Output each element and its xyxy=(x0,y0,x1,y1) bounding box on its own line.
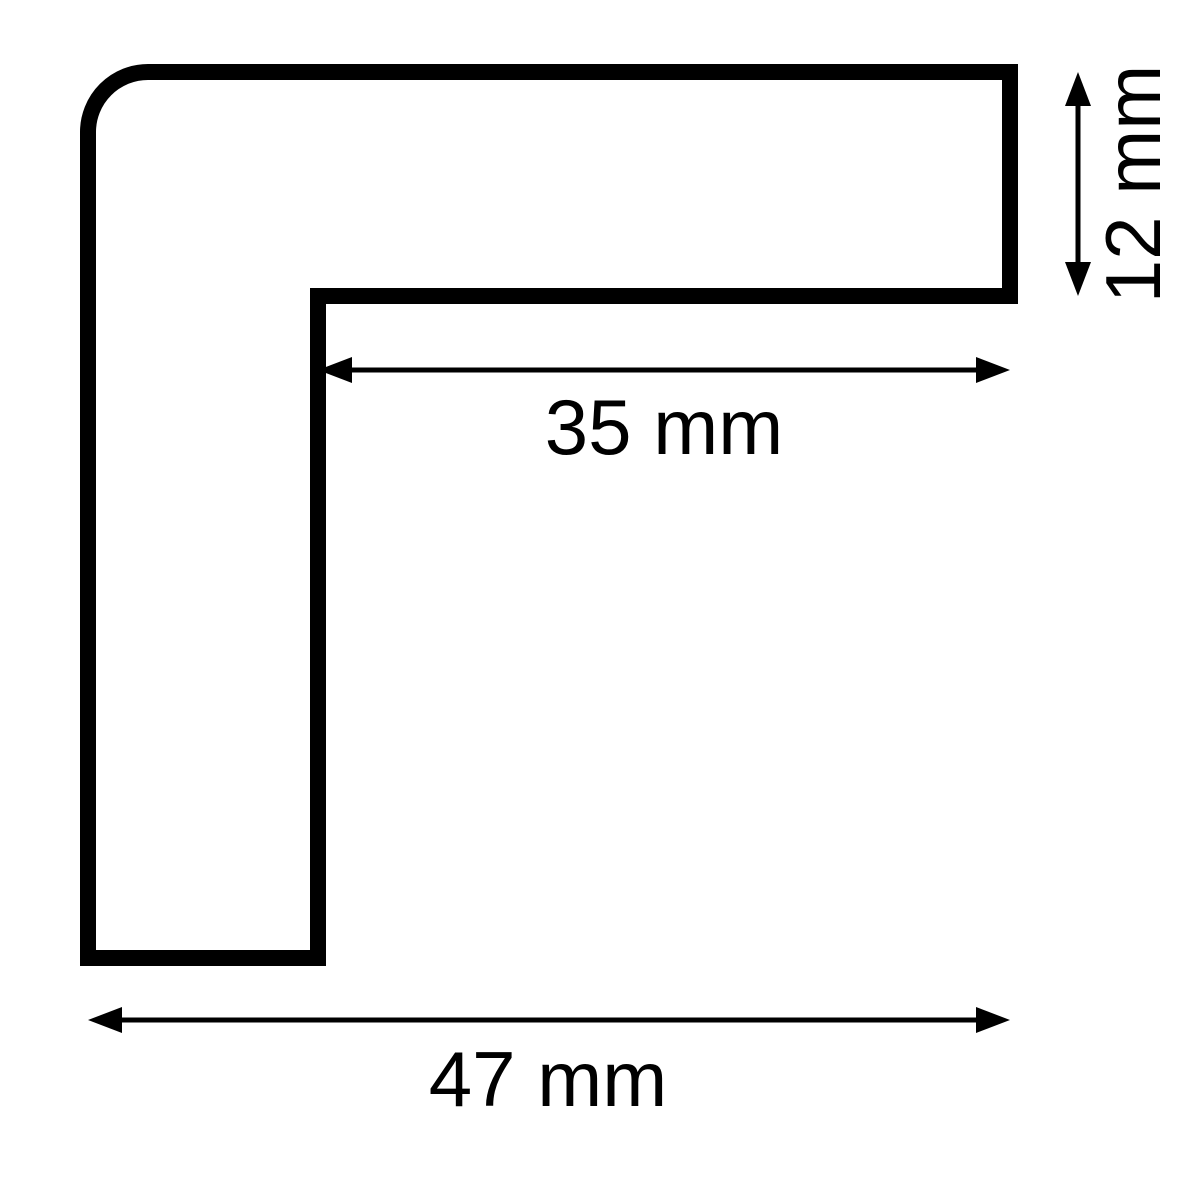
dimension-thickness: 12 mm xyxy=(1065,65,1177,303)
dimension-inner-width-label: 35 mm xyxy=(545,383,783,471)
l-profile-outline xyxy=(88,72,1010,958)
dimension-outer-width-label: 47 mm xyxy=(429,1035,667,1123)
dimension-thickness-label: 12 mm xyxy=(1089,65,1177,303)
dimension-inner-width: 35 mm xyxy=(318,357,1010,471)
profile-cross-section xyxy=(88,72,1010,958)
dimension-outer-width: 47 mm xyxy=(88,1007,1010,1123)
